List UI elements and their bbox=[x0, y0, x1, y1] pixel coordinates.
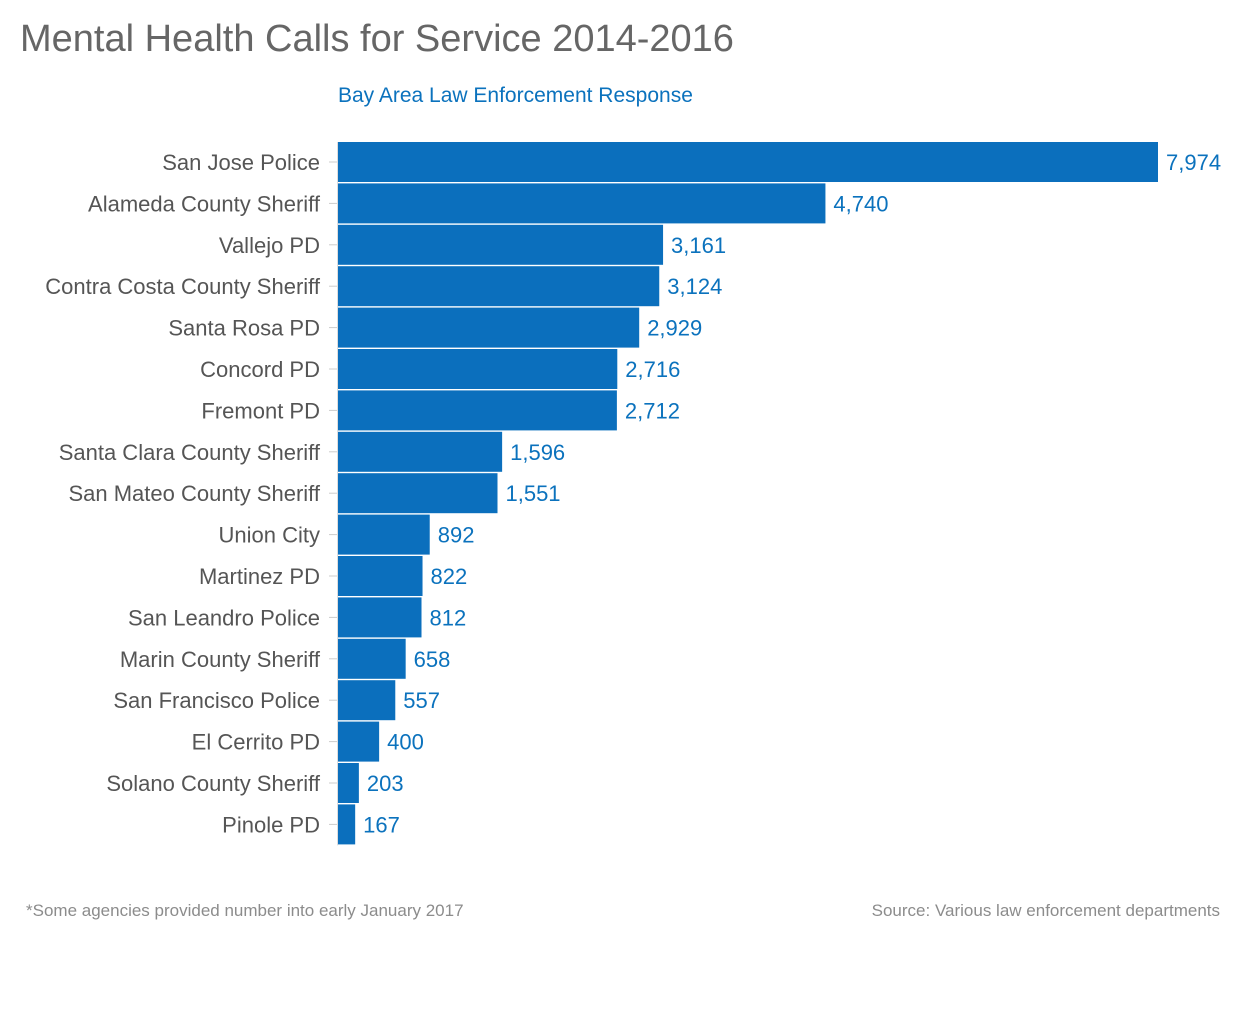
value-label: 822 bbox=[431, 564, 468, 589]
bar bbox=[338, 183, 826, 224]
source-note: Source: Various law enforcement departme… bbox=[871, 901, 1220, 920]
category-label: Fremont PD bbox=[201, 398, 320, 423]
value-label: 1,596 bbox=[510, 440, 565, 465]
category-label: San Leandro Police bbox=[128, 605, 320, 630]
bar bbox=[338, 473, 498, 514]
value-label: 2,712 bbox=[625, 398, 680, 423]
category-label: San Jose Police bbox=[162, 150, 320, 175]
chart-title: Mental Health Calls for Service 2014-201… bbox=[20, 18, 734, 60]
category-label: San Francisco Police bbox=[113, 688, 320, 713]
category-label: El Cerrito PD bbox=[192, 730, 320, 755]
category-label: Concord PD bbox=[200, 357, 320, 382]
bar bbox=[338, 349, 618, 389]
bar bbox=[338, 431, 503, 472]
footnote: *Some agencies provided number into earl… bbox=[26, 901, 464, 920]
category-label: Martinez PD bbox=[199, 564, 320, 589]
category-label: Santa Clara County Sheriff bbox=[59, 440, 321, 465]
category-label: Marin County Sheriff bbox=[120, 647, 321, 672]
bar bbox=[338, 638, 406, 679]
chart-subtitle: Bay Area Law Enforcement Response bbox=[338, 84, 693, 107]
value-label: 658 bbox=[414, 647, 451, 672]
bar bbox=[338, 266, 660, 307]
value-label: 3,124 bbox=[667, 274, 722, 299]
bar bbox=[338, 224, 664, 265]
value-label: 167 bbox=[363, 812, 400, 837]
bar bbox=[338, 680, 396, 721]
value-label: 892 bbox=[438, 523, 475, 548]
category-label: Pinole PD bbox=[222, 812, 320, 837]
bar bbox=[338, 556, 423, 596]
value-label: 1,551 bbox=[505, 481, 560, 506]
value-label: 812 bbox=[430, 605, 467, 630]
bar bbox=[338, 597, 422, 638]
value-label: 7,974 bbox=[1166, 150, 1221, 175]
bar bbox=[338, 763, 359, 803]
category-label: Santa Rosa PD bbox=[168, 316, 320, 341]
value-label: 2,716 bbox=[625, 357, 680, 382]
value-label: 3,161 bbox=[671, 233, 726, 258]
category-label: San Mateo County Sheriff bbox=[68, 481, 320, 506]
bar bbox=[338, 142, 1158, 182]
bar bbox=[338, 307, 640, 348]
bar-chart: San Jose Police 7,974 Alameda County Sheri… bbox=[45, 142, 1221, 846]
value-label: 4,740 bbox=[833, 191, 888, 216]
value-label: 557 bbox=[403, 688, 440, 713]
category-label: Solano County Sheriff bbox=[106, 771, 321, 796]
bar bbox=[338, 804, 356, 845]
category-label: Contra Costa County Sheriff bbox=[45, 274, 321, 299]
value-label: 400 bbox=[387, 730, 424, 755]
value-label: 203 bbox=[367, 771, 404, 796]
bar bbox=[338, 514, 430, 555]
bar bbox=[338, 721, 380, 762]
value-label: 2,929 bbox=[647, 316, 702, 341]
category-label: Alameda County Sheriff bbox=[88, 191, 321, 216]
category-label: Vallejo PD bbox=[219, 233, 320, 258]
bar bbox=[338, 390, 617, 431]
category-label: Union City bbox=[219, 523, 320, 548]
